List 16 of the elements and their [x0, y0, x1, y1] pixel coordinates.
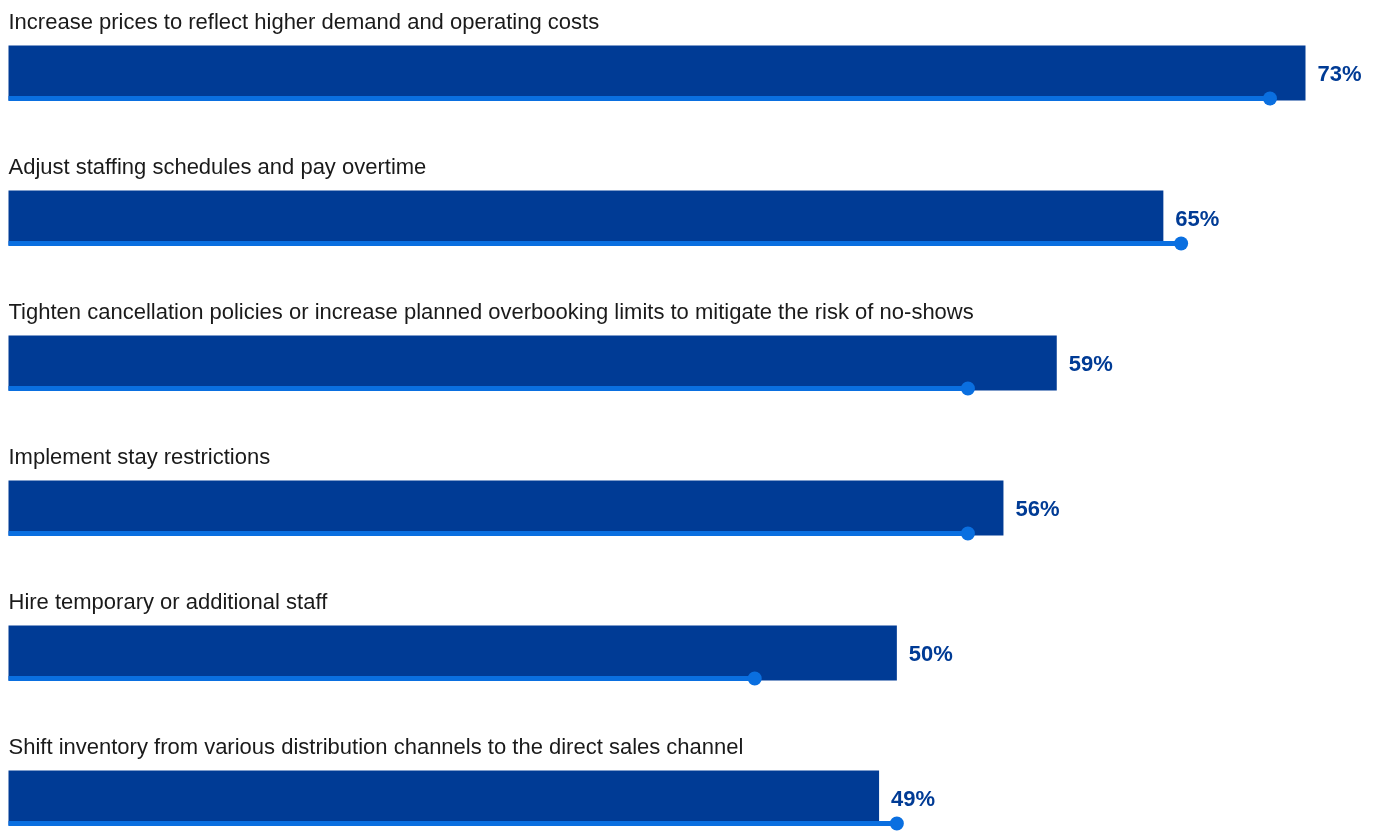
bar — [8, 335, 1057, 391]
bar — [8, 45, 1306, 101]
y-tick-label: Hire temporary or additional staff — [8, 588, 329, 614]
data-label: 49% — [891, 785, 936, 811]
data-label: 59% — [1068, 350, 1113, 376]
data-label: 56% — [1015, 495, 1060, 521]
y-tick-label: Tighten cancellation policies or increase planned overbooking limits to mitigate the risk of no-shows — [8, 298, 974, 324]
data-label: 73% — [1317, 60, 1362, 86]
bar — [8, 480, 1004, 536]
data-label: 50% — [908, 640, 953, 666]
y-tick-label: Shift inventory from various distribution channels to the direct sales channel — [8, 733, 744, 759]
y-tick-label: Implement stay restrictions — [8, 443, 271, 469]
data-label: 65% — [1175, 205, 1220, 231]
y-tick-label: Increase prices to reflect higher demand and operating costs — [8, 8, 600, 34]
y-tick-label: Adjust staffing schedules and pay overtime — [8, 153, 427, 179]
bar — [8, 625, 897, 681]
